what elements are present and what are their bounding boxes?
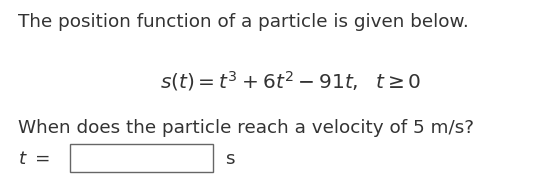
Text: The position function of a particle is given below.: The position function of a particle is g… bbox=[18, 13, 469, 31]
Text: $s(t) = t^3 + 6t^2 - 91t,\ \ t \geq 0$: $s(t) = t^3 + 6t^2 - 91t,\ \ t \geq 0$ bbox=[160, 69, 421, 93]
Text: s: s bbox=[225, 150, 235, 168]
Text: $t\ =$: $t\ =$ bbox=[18, 150, 51, 168]
Text: When does the particle reach a velocity of 5 m/s?: When does the particle reach a velocity … bbox=[18, 119, 474, 137]
FancyBboxPatch shape bbox=[70, 144, 213, 172]
